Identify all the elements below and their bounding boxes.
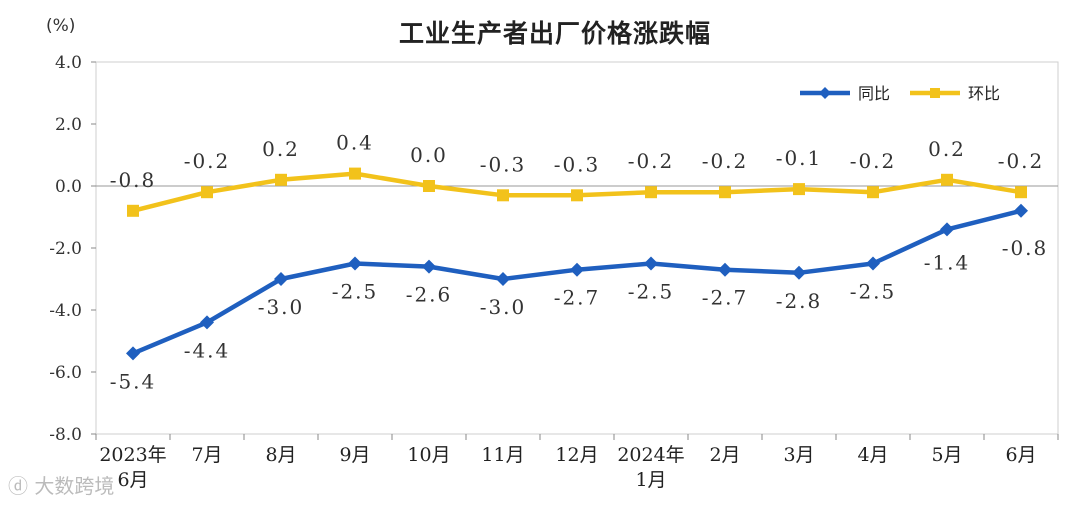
- data-point: [127, 204, 139, 217]
- x-tick-label: 7月: [191, 444, 222, 466]
- data-label: -0.2: [998, 149, 1045, 173]
- data-label: -5.4: [110, 369, 157, 393]
- data-label: -2.8: [776, 289, 823, 313]
- data-label: -2.5: [628, 280, 675, 304]
- watermark-text: 大数跨境: [34, 474, 115, 498]
- data-label: -3.0: [258, 295, 305, 319]
- data-label: -0.8: [1002, 236, 1049, 260]
- data-point: [274, 272, 288, 286]
- data-point: [496, 272, 510, 286]
- y-tick-label: 4.0: [55, 53, 82, 73]
- x-tick-label: 6月: [1005, 444, 1036, 466]
- data-label: -2.7: [554, 286, 601, 310]
- data-label: -4.4: [184, 338, 231, 362]
- watermark: ⓓ 大数跨境: [8, 470, 114, 499]
- data-label: -2.5: [332, 280, 379, 304]
- data-point: [275, 173, 287, 186]
- plot-frame: [95, 61, 1059, 435]
- data-point: [866, 256, 880, 271]
- data-label: -1.4: [924, 250, 971, 274]
- x-tick-label: 11月: [481, 444, 524, 466]
- x-tick-label: 2024年: [617, 444, 684, 466]
- data-label: -0.1: [776, 146, 823, 170]
- data-label: -0.2: [850, 149, 897, 173]
- data-point: [1015, 186, 1027, 199]
- data-point: [422, 259, 436, 274]
- data-point: [644, 256, 658, 271]
- x-tick-label: 5月: [931, 444, 962, 466]
- x-tick-label: 3月: [783, 444, 814, 466]
- data-label: -0.3: [480, 152, 527, 176]
- x-tick-label: 8月: [265, 444, 296, 466]
- legend-marker: [930, 88, 940, 98]
- data-label: 0.2: [928, 137, 966, 161]
- data-label: -0.2: [184, 149, 231, 173]
- data-label: -2.5: [850, 280, 897, 304]
- y-tick-label: -6.0: [49, 363, 82, 383]
- data-point: [940, 222, 954, 237]
- y-tick-label: -2.0: [49, 239, 82, 259]
- y-unit-label: (%): [46, 16, 76, 36]
- legend-marker: [819, 87, 831, 99]
- data-label: -0.3: [554, 152, 601, 176]
- data-point: [497, 189, 509, 202]
- x-tick-label: 4月: [857, 444, 888, 466]
- x-tick-label: 2023年: [99, 444, 166, 466]
- data-point: [792, 265, 806, 280]
- data-label: 0.2: [262, 137, 300, 161]
- x-tick-label: 10月: [407, 444, 450, 466]
- data-point: [200, 315, 214, 330]
- data-point: [867, 186, 879, 199]
- data-point: [349, 167, 361, 180]
- x-tick-label: 2月: [709, 444, 740, 466]
- data-point: [718, 262, 732, 277]
- data-point: [570, 262, 584, 277]
- legend-label: 同比: [858, 84, 890, 103]
- data-label: -0.8: [110, 168, 157, 192]
- data-point: [941, 173, 953, 186]
- data-point: [126, 346, 140, 361]
- data-point: [1014, 203, 1028, 218]
- x-tick-label: 1月: [635, 469, 666, 491]
- data-point: [719, 186, 731, 199]
- data-label: -3.0: [480, 295, 527, 319]
- data-point: [571, 189, 583, 202]
- data-label: -2.7: [702, 286, 749, 310]
- data-label: 0.0: [410, 143, 448, 167]
- data-point: [201, 186, 213, 199]
- data-label: -0.2: [702, 149, 749, 173]
- y-tick-label: 2.0: [55, 115, 82, 135]
- data-label: -2.6: [406, 283, 453, 307]
- x-tick-label: 9月: [339, 444, 370, 466]
- data-point: [645, 186, 657, 199]
- legend-label: 环比: [968, 84, 1000, 103]
- y-tick-label: -4.0: [49, 301, 82, 321]
- watermark-logo-icon: ⓓ: [8, 474, 28, 498]
- data-label: -0.2: [628, 149, 675, 173]
- data-point: [423, 180, 435, 192]
- y-tick-label: 0.0: [55, 177, 82, 197]
- data-point: [348, 256, 362, 271]
- x-tick-label: 12月: [555, 444, 598, 466]
- y-tick-label: -8.0: [49, 425, 82, 445]
- x-tick-label: 6月: [117, 469, 148, 491]
- chart-title: 工业生产者出厂价格涨跌幅: [398, 19, 711, 48]
- data-point: [793, 183, 805, 196]
- data-label: 0.4: [336, 131, 374, 155]
